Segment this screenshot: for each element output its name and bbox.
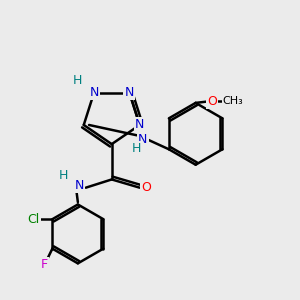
Text: H: H	[73, 74, 83, 87]
Text: F: F	[40, 258, 48, 271]
Text: H: H	[58, 169, 68, 182]
Text: CH₃: CH₃	[223, 96, 243, 106]
Text: N: N	[138, 133, 147, 146]
Text: Cl: Cl	[27, 213, 39, 226]
Text: N: N	[135, 118, 144, 131]
Text: O: O	[207, 95, 217, 108]
Text: O: O	[141, 181, 151, 194]
Text: N: N	[75, 179, 84, 192]
Text: N: N	[89, 86, 99, 99]
Text: N: N	[125, 86, 134, 99]
Text: H: H	[132, 142, 141, 155]
